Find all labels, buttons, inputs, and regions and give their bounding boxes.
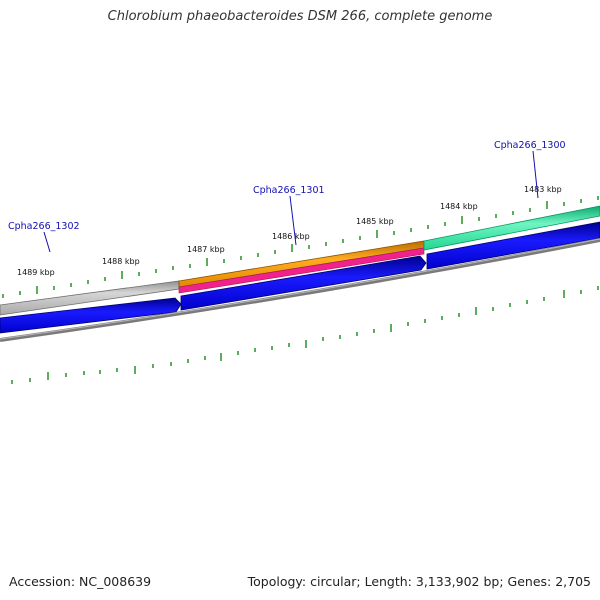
accession-label: Accession: NC_008639 (9, 574, 152, 589)
gene-label-cpha266-1301[interactable]: Cpha266_1301 (253, 185, 325, 196)
scale-labels: 1489 kbp 1488 kbp 1487 kbp 1486 kbp 1485… (17, 185, 562, 277)
gene-label-cpha266-1300[interactable]: Cpha266_1300 (494, 140, 566, 151)
genome-backbone-highlight (0, 238, 600, 340)
genome-backbone (0, 238, 600, 342)
kbp-label: 1486 kbp (272, 232, 310, 241)
outer-tick-ring (2, 196, 599, 298)
cds-arrow[interactable] (180, 255, 427, 311)
cds-arrow[interactable] (0, 297, 182, 334)
kbp-label: 1488 kbp (102, 257, 140, 266)
kbp-label: 1483 kbp (524, 185, 562, 194)
kbp-label: 1489 kbp (17, 268, 55, 277)
inner-tick-ring (11, 286, 599, 384)
gene-callouts: Cpha266_1302 Cpha266_1301 Cpha266_1300 (8, 140, 566, 253)
kbp-label: 1485 kbp (356, 217, 394, 226)
callout-line (532, 150, 539, 199)
callout-line (43, 231, 51, 253)
callout-line (289, 195, 297, 246)
kbp-label: 1484 kbp (440, 202, 478, 211)
gene-label-cpha266-1302[interactable]: Cpha266_1302 (8, 221, 80, 232)
genome-summary-label: Topology: circular; Length: 3,133,902 bp… (247, 574, 591, 589)
gene-feature-cpha266-1300[interactable] (423, 205, 600, 251)
kbp-label: 1487 kbp (187, 245, 225, 254)
cds-arrow[interactable] (426, 221, 600, 270)
rna-feature[interactable] (178, 247, 425, 294)
cds-track (0, 221, 600, 334)
map-title: Chlorobium phaeobacteroides DSM 266, com… (107, 9, 493, 24)
forward-strand-track (0, 205, 600, 316)
